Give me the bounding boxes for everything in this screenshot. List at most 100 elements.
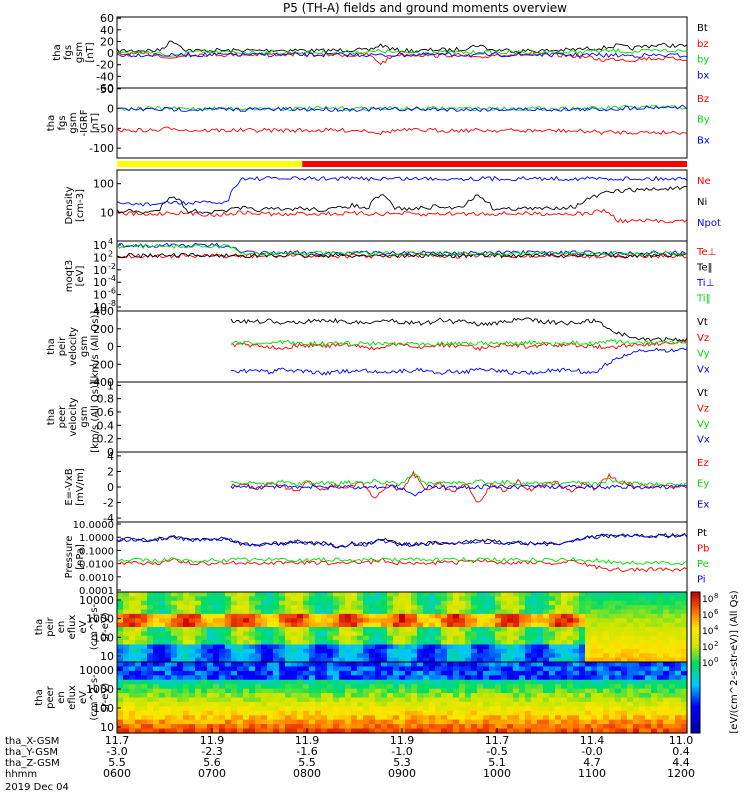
heatmap-cell: [543, 706, 550, 712]
heatmap-cell: [681, 688, 688, 694]
heatmap-cell: [645, 635, 652, 641]
heatmap-cell: [525, 666, 532, 672]
heatmap-cell: [471, 618, 478, 624]
heatmap-cell: [357, 644, 364, 650]
heatmap-cell: [537, 666, 544, 672]
heatmap-cell: [591, 600, 598, 606]
heatmap-cell: [423, 719, 430, 725]
heatmap-cell: [291, 631, 298, 637]
heatmap-cell: [561, 596, 568, 602]
heatmap-cell: [669, 688, 676, 694]
heatmap-cell: [621, 670, 628, 676]
heatmap-cell: [195, 675, 202, 681]
heatmap-cell: [525, 706, 532, 712]
heatmap-cell: [237, 657, 244, 663]
heatmap-cell: [207, 605, 214, 611]
heatmap-cell: [363, 592, 370, 597]
heatmap-cell: [633, 684, 640, 690]
heatmap-cell: [261, 613, 268, 619]
heatmap-cell: [663, 724, 670, 730]
heatmap-cell: [645, 622, 652, 628]
heatmap-cell: [285, 640, 292, 646]
heatmap-cell: [573, 684, 580, 690]
heatmap-cell: [579, 675, 586, 681]
heatmap-cell: [141, 653, 148, 659]
heatmap-cell: [321, 706, 328, 712]
heatmap-cell: [141, 635, 148, 641]
heatmap-cell: [525, 693, 532, 699]
heatmap-cell: [435, 684, 442, 690]
heatmap-cell: [369, 618, 376, 624]
heatmap-cell: [135, 640, 142, 646]
heatmap-cell: [123, 706, 130, 712]
heatmap-cell: [543, 592, 550, 597]
heatmap-cell: [411, 719, 418, 725]
heatmap-cell: [381, 724, 388, 730]
heatmap-cell: [195, 710, 202, 716]
heatmap-cell: [123, 644, 130, 650]
heatmap-cell: [669, 670, 676, 676]
heatmap-cell: [153, 600, 160, 606]
heatmap-cell: [285, 701, 292, 707]
heatmap-cell: [381, 640, 388, 646]
heatmap-cell: [675, 728, 682, 734]
series-line-Ni: [117, 185, 687, 215]
heatmap-cell: [141, 724, 148, 730]
heatmap-cell: [417, 657, 424, 663]
heatmap-cell: [507, 622, 514, 628]
heatmap-cell: [579, 635, 586, 641]
heatmap-cell: [375, 653, 382, 659]
heatmap-cell: [165, 706, 172, 712]
heatmap-cell: [153, 648, 160, 654]
heatmap-cell: [645, 644, 652, 650]
heatmap-cell: [219, 635, 226, 641]
heatmap-cell: [555, 675, 562, 681]
heatmap-cell: [489, 710, 496, 716]
heatmap-cell: [597, 728, 604, 734]
heatmap-cell: [675, 719, 682, 725]
heatmap-cell: [165, 679, 172, 685]
heatmap-cell: [351, 631, 358, 637]
heatmap-cell: [417, 592, 424, 597]
heatmap-cell: [669, 684, 676, 690]
heatmap-cell: [459, 631, 466, 637]
heatmap-cell: [597, 600, 604, 606]
heatmap-cell: [267, 693, 274, 699]
heatmap-cell: [633, 706, 640, 712]
heatmap-cell: [285, 600, 292, 606]
heatmap-cell: [411, 618, 418, 624]
heatmap-cell: [675, 609, 682, 615]
heatmap-cell: [555, 653, 562, 659]
heatmap-cell: [339, 627, 346, 632]
heatmap-cell: [555, 635, 562, 641]
heatmap-cell: [537, 670, 544, 676]
heatmap-cell: [237, 600, 244, 606]
heatmap-cell: [213, 719, 220, 725]
heatmap-cell: [153, 688, 160, 694]
heatmap-cell: [495, 600, 502, 606]
heatmap-cell: [639, 635, 646, 641]
colorbar-cell: [691, 700, 700, 703]
heatmap-cell: [363, 675, 370, 681]
heatmap-cell: [333, 631, 340, 637]
heatmap-cell: [477, 719, 484, 725]
heatmap-cell: [591, 592, 598, 597]
heatmap-cell: [465, 609, 472, 615]
heatmap-cell: [669, 728, 676, 734]
heatmap-cell: [225, 697, 232, 703]
heatmap-cell: [237, 627, 244, 632]
heatmap-cell: [201, 719, 208, 725]
heatmap-cell: [339, 644, 346, 650]
heatmap-cell: [357, 710, 364, 716]
heatmap-cell: [333, 666, 340, 672]
heatmap-cell: [483, 706, 490, 712]
heatmap-cell: [207, 653, 214, 659]
heatmap-cell: [633, 609, 640, 615]
heatmap-cell: [531, 670, 538, 676]
heatmap-cell: [675, 648, 682, 654]
heatmap-cell: [129, 609, 136, 615]
heatmap-cell: [249, 600, 256, 606]
heatmap-cell: [219, 596, 226, 602]
heatmap-cell: [315, 622, 322, 628]
